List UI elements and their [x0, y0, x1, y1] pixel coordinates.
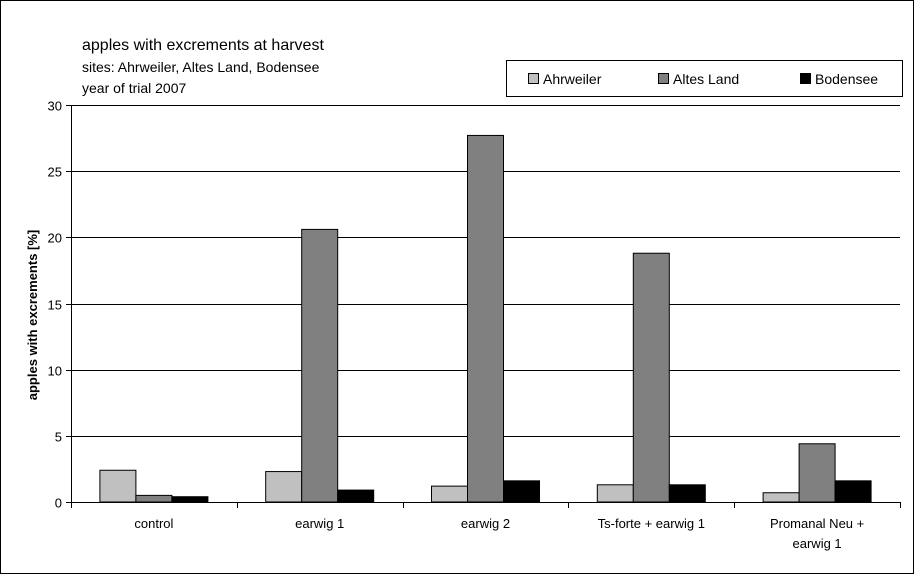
- y-tick-label: 10: [48, 364, 62, 379]
- y-axis-label: apples with excrements [%]: [25, 230, 40, 401]
- bar-bodensee: [337, 489, 375, 503]
- bar-altes-land: [301, 228, 339, 503]
- y-tick-labels: 0 5 10 15 20 25 30: [48, 99, 62, 511]
- chart-subtitle-year: year of trial 2007: [82, 80, 186, 96]
- axes: [66, 105, 901, 508]
- bars: [99, 134, 872, 503]
- category-label: control: [134, 516, 173, 531]
- category-labels: control earwig 1 earwig 2 Ts-forte + earwig…: [134, 516, 864, 551]
- y-tick-label: 30: [48, 99, 62, 114]
- bar-bodensee: [171, 496, 209, 503]
- legend-swatch: [658, 73, 669, 84]
- bar-ahrweiler: [99, 469, 137, 503]
- legend: Ahrweiler Altes Land Bodensee: [506, 60, 903, 97]
- legend-swatch: [528, 73, 539, 84]
- bar-ahrweiler: [431, 485, 468, 503]
- bar-altes-land: [798, 443, 836, 503]
- chart-title: apples with excrements at harvest: [82, 37, 324, 54]
- category-label: Promanal Neu +: [770, 516, 864, 531]
- y-tick-label: 25: [48, 165, 62, 180]
- bar-altes-land: [135, 494, 173, 503]
- legend-label: Bodensee: [815, 71, 878, 87]
- category-label: earwig 2: [461, 516, 510, 531]
- bar-bodensee: [668, 484, 706, 503]
- y-tick-label: 0: [55, 496, 62, 511]
- bar-bodensee: [834, 480, 872, 503]
- bar-ahrweiler: [596, 484, 634, 503]
- bar-altes-land: [632, 252, 670, 503]
- y-tick-label: 5: [55, 430, 62, 445]
- bar-bodensee: [503, 480, 540, 503]
- category-label: earwig 1: [295, 516, 344, 531]
- chart-subtitle-sites: sites: Ahrweiler, Altes Land, Bodensee: [82, 59, 320, 75]
- bar-ahrweiler: [762, 492, 800, 503]
- bar-ahrweiler: [265, 471, 303, 503]
- category-label: earwig 1: [793, 536, 842, 551]
- legend-box: [506, 60, 903, 97]
- y-tick-label: 15: [48, 298, 62, 313]
- legend-label: Altes Land: [673, 71, 739, 87]
- legend-label: Ahrweiler: [543, 71, 602, 87]
- legend-swatch: [800, 73, 811, 84]
- bar-altes-land: [467, 134, 504, 503]
- y-tick-label: 20: [48, 231, 62, 246]
- category-label: Ts-forte + earwig 1: [598, 516, 705, 531]
